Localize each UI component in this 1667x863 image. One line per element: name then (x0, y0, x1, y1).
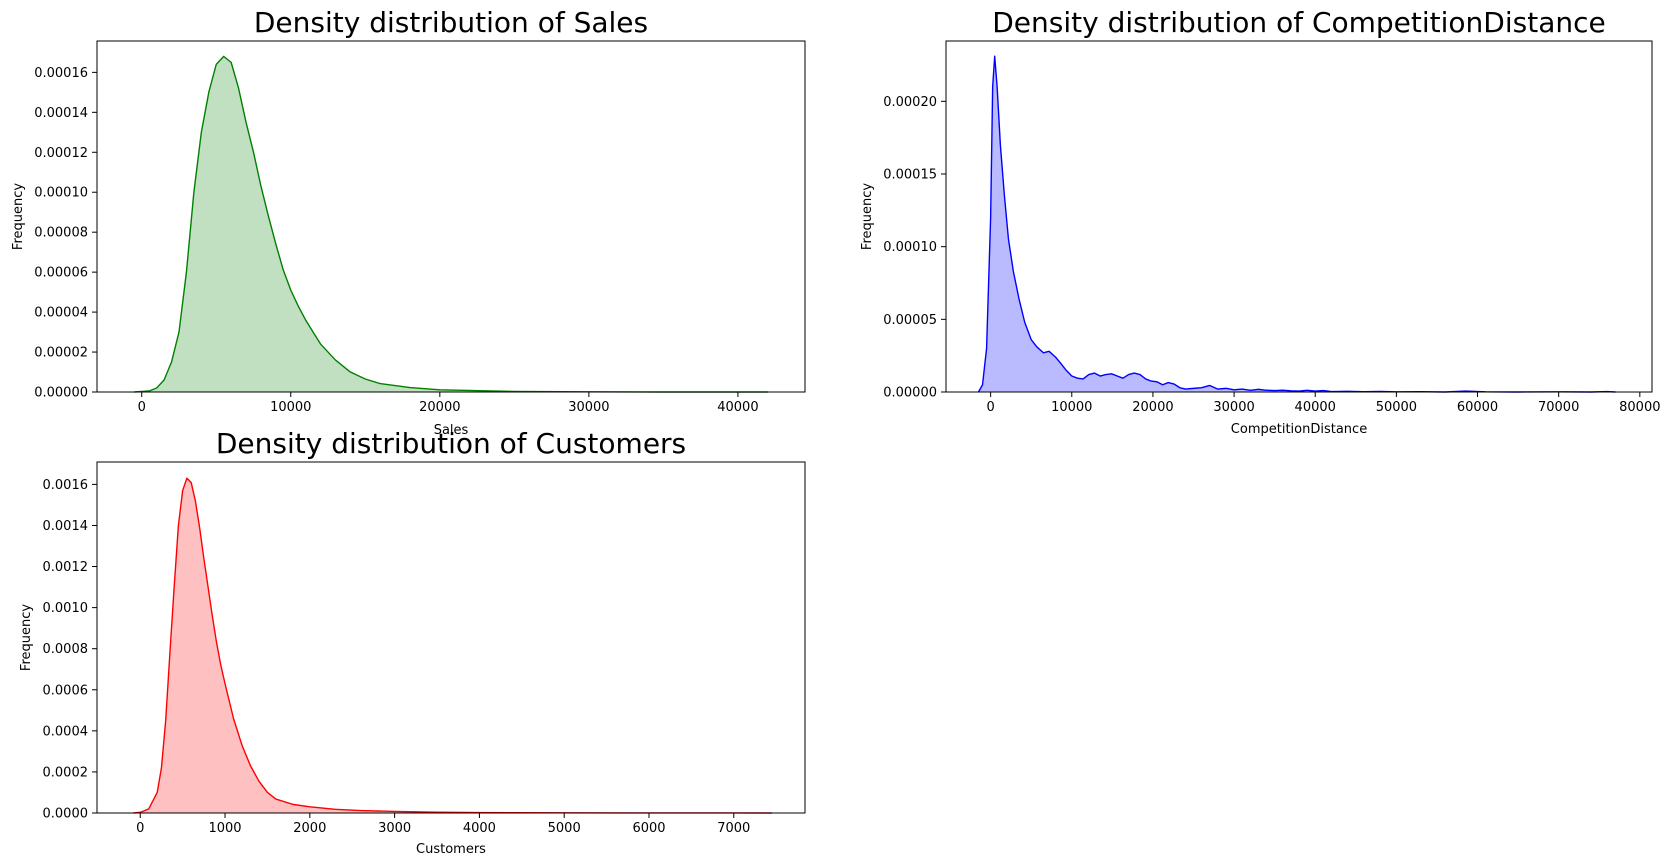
y-axis-label: Frequency (11, 183, 26, 250)
x-tick-label: 0 (986, 400, 994, 415)
x-axis-label: Customers (416, 842, 486, 857)
density-fill (978, 56, 1616, 392)
chart-title: Density distribution of Sales (254, 6, 648, 39)
chart-title: Density distribution of Customers (216, 427, 686, 460)
y-tick-label: 0.00008 (34, 226, 88, 241)
x-tick-label: 4000 (463, 821, 496, 836)
y-tick-label: 0.00010 (34, 186, 88, 201)
density-fill (134, 56, 768, 392)
x-tick-label: 30000 (1213, 400, 1254, 415)
x-tick-label: 10000 (1051, 400, 1092, 415)
y-tick-label: 0.00002 (34, 346, 88, 361)
x-axis-label: CompetitionDistance (1231, 422, 1367, 437)
x-tick-label: 2000 (293, 821, 326, 836)
y-tick-label: 0.0006 (43, 683, 89, 698)
y-axis-label: Frequency (19, 604, 34, 671)
y-tick-label: 0.0010 (43, 601, 89, 616)
x-tick-label: 40000 (717, 400, 758, 415)
y-tick-label: 0.00000 (883, 386, 937, 401)
y-tick-label: 0.0000 (43, 807, 89, 822)
x-tick-label: 20000 (419, 400, 460, 415)
x-tick-label: 7000 (717, 821, 750, 836)
x-tick-label: 3000 (378, 821, 411, 836)
x-axis-label: Sales (434, 423, 469, 438)
y-tick-label: 0.0008 (43, 642, 89, 657)
y-tick-label: 0.0016 (43, 478, 89, 493)
x-tick-label: 20000 (1132, 400, 1173, 415)
y-tick-label: 0.0014 (43, 519, 89, 534)
y-tick-label: 0.00012 (34, 146, 88, 161)
y-tick-label: 0.00000 (34, 386, 88, 401)
y-tick-label: 0.00010 (883, 240, 937, 255)
x-tick-label: 30000 (568, 400, 609, 415)
density-curve (133, 477, 772, 814)
x-tick-label: 5000 (548, 821, 581, 836)
y-tick-label: 0.00015 (883, 167, 937, 182)
y-axis-label: Frequency (860, 183, 875, 250)
x-tick-label: 50000 (1376, 400, 1417, 415)
x-tick-label: 6000 (632, 821, 665, 836)
x-tick-label: 10000 (270, 400, 311, 415)
y-tick-label: 0.00020 (883, 95, 937, 110)
chart-panel-2: 0 10000 20000 30000 40000 50000 60000 70000 8000… (860, 6, 1661, 437)
x-tick-label: 0 (136, 821, 144, 836)
axes-frame (96, 461, 806, 814)
x-tick-label: 70000 (1538, 400, 1579, 415)
y-tick-label: 0.0012 (43, 560, 89, 575)
axes-frame (96, 40, 806, 393)
x-tick-label: 0 (138, 400, 146, 415)
x-tick-label: 1000 (208, 821, 241, 836)
y-tick-label: 0.00006 (34, 266, 88, 281)
density-fill (133, 478, 772, 813)
x-tick-label: 40000 (1295, 400, 1336, 415)
x-tick-label: 60000 (1457, 400, 1498, 415)
y-tick-label: 0.00005 (883, 313, 937, 328)
density-curve (977, 55, 1616, 393)
chart-title: Density distribution of CompetitionDista… (992, 6, 1605, 39)
y-tick-label: 0.00016 (34, 66, 88, 81)
y-tick-label: 0.0002 (43, 765, 89, 780)
chart-panel-1: 0 10000 20000 30000 40000 0.00000 0.00002 0.000… (11, 6, 806, 438)
x-tick-label: 80000 (1619, 400, 1660, 415)
y-tick-label: 0.00014 (34, 106, 88, 121)
axes-frame (945, 40, 1653, 393)
y-tick-label: 0.0004 (43, 724, 89, 739)
y-tick-label: 0.00004 (34, 306, 88, 321)
density-curve (134, 55, 768, 393)
chart-panel-3: 0 1000 2000 3000 4000 5000 6000 7000 0.0000 0.000… (19, 427, 806, 857)
